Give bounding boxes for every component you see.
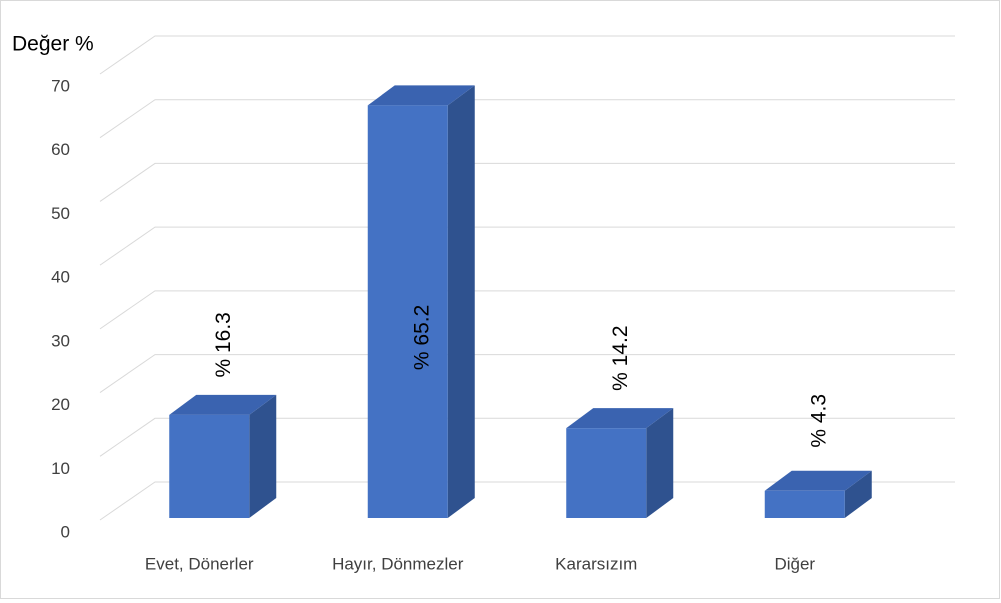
x-tick-label: Evet, Dönerler xyxy=(145,554,254,573)
bar-top xyxy=(367,85,475,106)
y-tick-label: 30 xyxy=(51,331,70,350)
grid-line xyxy=(99,481,955,521)
data-label: % 65.2 xyxy=(410,305,433,370)
y-tick-label: 40 xyxy=(51,268,70,287)
bar xyxy=(169,414,250,518)
y-tick-label: 60 xyxy=(51,140,70,159)
grid-line xyxy=(99,417,955,457)
y-tick-label: 50 xyxy=(51,204,70,223)
grid-line xyxy=(99,354,955,393)
data-label: % 16.3 xyxy=(212,312,235,377)
bar-side xyxy=(249,394,277,518)
bar-top xyxy=(169,394,277,415)
bar-top xyxy=(566,408,674,429)
data-label: % 4.3 xyxy=(807,394,830,448)
y-tick-label: 0 xyxy=(61,522,70,541)
x-tick-label: Hayır, Dönmezler xyxy=(332,554,464,573)
data-label: % 14.2 xyxy=(609,325,632,390)
y-tick-label: 10 xyxy=(51,459,70,478)
bar xyxy=(764,490,845,518)
bar-top xyxy=(764,470,872,491)
x-tick-label: Kararsızım xyxy=(555,554,637,573)
x-tick-label: Diğer xyxy=(774,554,815,573)
grid-line xyxy=(99,99,955,139)
grid-line xyxy=(99,162,955,202)
grid-line xyxy=(99,226,955,266)
grid-line xyxy=(99,35,955,75)
bar xyxy=(566,428,647,518)
bar-side xyxy=(646,408,674,518)
bar-side xyxy=(844,470,872,518)
y-tick-label: 70 xyxy=(51,76,70,95)
y-tick-label: 20 xyxy=(51,395,70,414)
bar xyxy=(367,105,448,519)
y-axis-label: Değer % xyxy=(12,33,94,56)
grid-line xyxy=(99,290,955,330)
bar-side xyxy=(447,85,475,519)
